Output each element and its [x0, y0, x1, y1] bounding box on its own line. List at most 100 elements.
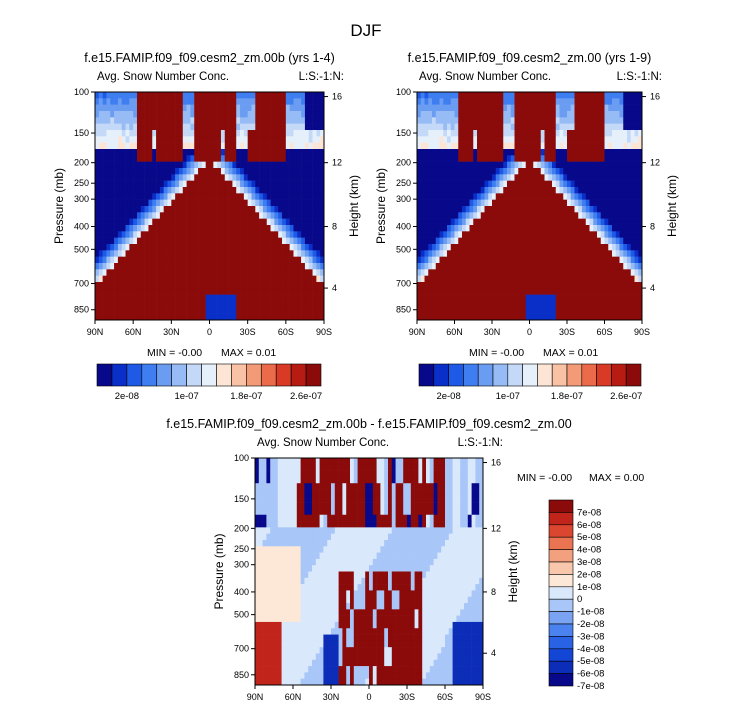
heatmap-cell — [495, 193, 500, 200]
heatmap-cell — [439, 111, 444, 118]
heatmap-cell — [293, 263, 298, 270]
heatmap-cell — [148, 275, 153, 283]
heatmap-cell — [274, 250, 279, 257]
heatmap-cell — [282, 199, 287, 207]
heatmap-cell — [312, 502, 317, 509]
heatmap-cell — [304, 180, 310, 188]
heatmap-cell — [443, 161, 448, 169]
heatmap-cell — [540, 187, 545, 194]
heatmap-cell — [428, 98, 433, 105]
heatmap-cell — [555, 104, 560, 112]
heatmap-cell — [555, 225, 560, 232]
heatmap-cell — [255, 136, 260, 143]
heatmap-cell — [209, 269, 214, 276]
heatmap-cell — [450, 98, 455, 105]
heatmap-cell — [578, 250, 583, 257]
heatmap-cell — [106, 231, 111, 238]
heatmap-cell — [114, 231, 119, 238]
heatmap-cell — [247, 187, 252, 194]
heatmap-cell — [308, 237, 313, 245]
heatmap-cell — [278, 199, 283, 207]
heatmap-cell — [499, 168, 504, 175]
heatmap-cell — [297, 98, 302, 105]
heatmap-cell — [186, 237, 191, 245]
heatmap-cell — [152, 231, 157, 238]
heatmap-cell — [95, 161, 100, 169]
heatmap-cell — [428, 244, 433, 251]
heatmap-cell — [198, 282, 203, 289]
heatmap-cell — [462, 136, 467, 143]
heatmap-cell — [582, 263, 587, 270]
heatmap-cell — [435, 212, 440, 219]
heatmap-cell — [110, 313, 115, 321]
heatmap-cell — [540, 193, 545, 200]
heatmap-cell — [361, 458, 366, 465]
heatmap-cell — [630, 275, 635, 283]
heatmap-cell — [213, 225, 218, 232]
heatmap-cell — [209, 168, 214, 175]
heatmap-cell — [236, 288, 241, 295]
heatmap-cell — [376, 514, 381, 522]
heatmap-cell — [209, 218, 214, 226]
heatmap-cell — [152, 269, 157, 276]
heatmap-cell — [266, 263, 271, 270]
heatmap-cell — [507, 294, 512, 302]
heatmap-cell — [391, 495, 396, 503]
heatmap-cell — [255, 142, 260, 150]
heatmap-cell — [522, 294, 527, 302]
heatmap-cell — [477, 225, 482, 232]
heatmap-cell — [450, 187, 455, 194]
heatmap-cell — [403, 483, 408, 490]
heatmap-cell — [460, 470, 465, 478]
heatmap-cell — [458, 187, 463, 194]
heatmap-cell — [484, 294, 489, 302]
heatmap-cell — [638, 294, 643, 302]
heatmap-cell — [507, 111, 512, 118]
heatmap-cell — [320, 225, 325, 232]
heatmap-cell — [98, 206, 103, 213]
heatmap-cell — [220, 225, 226, 232]
heatmap-cell — [638, 193, 643, 200]
heatmap-cell — [95, 218, 100, 226]
heatmap-cell — [300, 502, 305, 509]
heatmap-cell — [282, 237, 287, 245]
heatmap-cell — [198, 250, 203, 257]
heatmap-cell — [462, 212, 467, 219]
heatmap-cell — [488, 301, 493, 308]
heatmap-cell — [114, 149, 119, 156]
heatmap-cell — [450, 263, 455, 270]
heatmap-cell — [209, 174, 214, 181]
heatmap-cell — [285, 117, 290, 124]
heatmap-cell — [548, 269, 553, 276]
heatmap-cell — [266, 464, 271, 471]
heatmap-cell — [315, 458, 320, 465]
heatmap-cell — [102, 187, 107, 194]
heatmap-cell — [499, 98, 504, 105]
heatmap-cell — [510, 193, 515, 200]
heatmap-cell — [270, 117, 275, 124]
heatmap-cell — [465, 155, 470, 162]
heatmap-cell — [555, 98, 560, 105]
heatmap-cell — [540, 161, 545, 169]
heatmap-cell — [121, 168, 126, 175]
heatmap-cell — [319, 483, 324, 490]
heatmap-cell — [627, 149, 632, 156]
heatmap-cell — [152, 263, 157, 270]
heatmap-cell — [209, 161, 214, 169]
heatmap-cell — [544, 250, 549, 257]
heatmap-cell — [125, 187, 130, 194]
heatmap-cell — [452, 502, 457, 509]
heatmap-cell — [593, 225, 598, 232]
heatmap-cell — [198, 294, 203, 302]
heatmap-cell — [492, 174, 497, 181]
heatmap-cell — [593, 180, 598, 188]
heatmap-cell — [98, 313, 103, 321]
heatmap-cell — [627, 231, 632, 238]
heatmap-cell — [167, 313, 172, 321]
heatmap-cell — [552, 256, 557, 264]
heatmap-cell — [615, 225, 620, 232]
heatmap-cell — [282, 130, 287, 137]
heatmap-cell — [255, 282, 260, 289]
heatmap-cell — [495, 307, 500, 314]
heatmap-cell — [503, 199, 508, 207]
